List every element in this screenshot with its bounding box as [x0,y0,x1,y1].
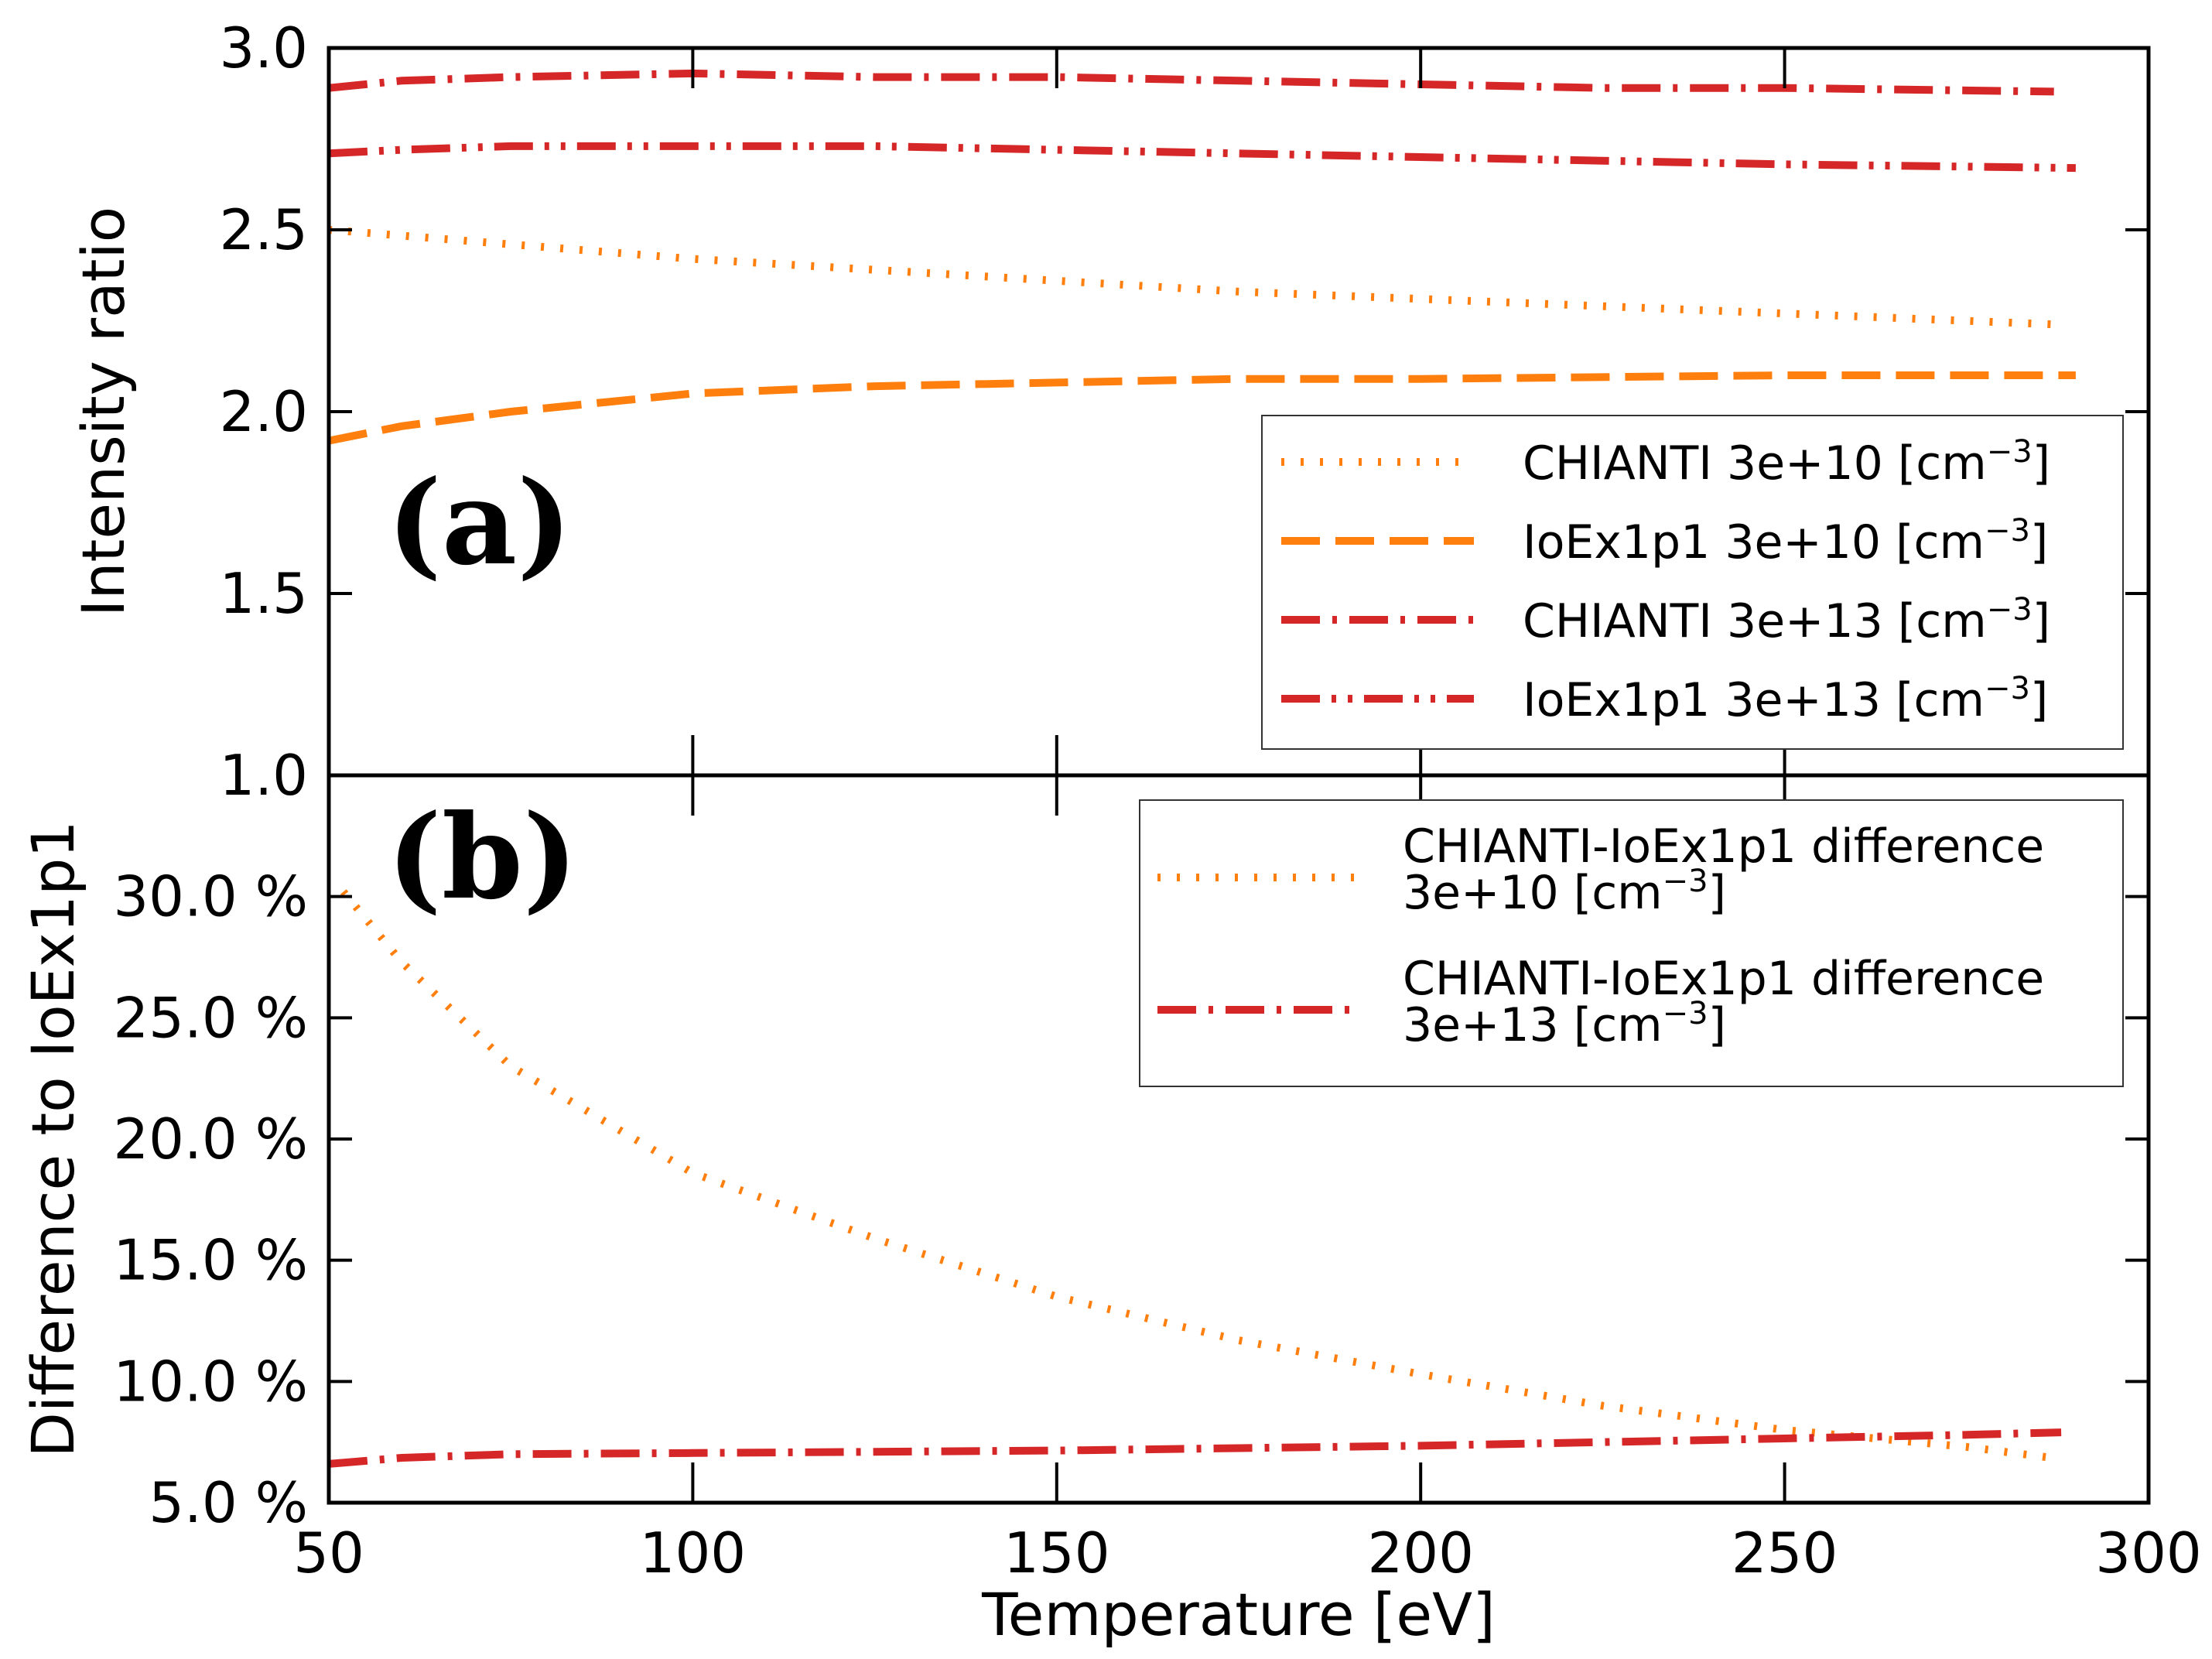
x-tick-label: 150 [1003,1520,1109,1585]
panel-a: 1.0 1.5 2.0 2.5 3.0 Intensity ratio (a) CHIA… [69,15,2151,808]
panel-b-y-tick-label: 20.0 % [113,1107,308,1172]
panel-b-y-tick-label: 25.0 % [113,985,308,1050]
panel-a-y-tick-label: 3.0 [219,15,308,80]
panel-a-ticks: 1.0 1.5 2.0 2.5 3.0 [219,15,2150,808]
panel-b-y-tick-label: 30.0 % [113,864,308,929]
panel-a-series [328,69,2076,445]
panel-b-series-line-2 [328,1428,2062,1468]
x-tick-label: 250 [1732,1520,1838,1585]
panel-b-y-tick-label: 10.0 % [113,1349,308,1414]
panel-b-y-tick-label: 15.0 % [113,1228,308,1293]
panel-a-label: (a) [387,455,572,591]
x-tick-label: 100 [640,1520,746,1585]
panel-b-legend-label-line2-1: 3e+10 [cm−3] [1403,864,1726,920]
panel-a-y-tick-label: 2.0 [219,379,308,444]
panel-a-legend-label-1: CHIANTI 3e+10 [cm−3] [1523,434,2050,491]
panel-b-legend-label-line2-2: 3e+13 [cm−3] [1403,996,1726,1052]
panel-a-y-tick-label: 1.0 [219,743,308,808]
panel-a-series-line-1 [328,226,2054,329]
x-tick-label: 200 [1367,1520,1473,1585]
x-tick-label: 300 [2095,1520,2201,1585]
panel-b: 5.0 % 10.0 % 15.0 % 20.0 % 25.0 % 30.0 % Diff… [19,773,2151,1535]
panel-b-series [328,889,2062,1468]
panel-b-legend: CHIANTI-IoEx1p1 difference 3e+10 [cm−3]C… [1139,799,2124,1087]
x-axis-tick-labels: 50 100 150 200 250 300 [293,1520,2202,1585]
panel-a-legend-box [1261,415,2124,750]
panel-b-legend-label-line1-2: CHIANTI-IoEx1p1 difference [1403,952,2044,1006]
panel-a-y-tick-label: 2.5 [219,197,308,262]
panel-b-series-line-1 [340,889,2062,1463]
panel-a-y-tick-label: 1.5 [219,561,308,626]
panel-b-ticks: 5.0 % 10.0 % 15.0 % 20.0 % 25.0 % 30.0 % [113,775,2150,1535]
panel-a-legend: CHIANTI 3e+10 [cm−3] IoEx1p1 3e+10 [cm−3]… [1261,415,2124,750]
x-axis-label: Temperature [eV] [981,1580,1496,1649]
panel-b-label: (b) [387,789,578,925]
panel-b-legend-box [1139,799,2124,1087]
panel-a-series-line-4 [328,142,2076,173]
panel-b-y-tick-label: 5.0 % [149,1470,308,1535]
panel-a-legend-label-3: CHIANTI 3e+13 [cm−3] [1523,592,2050,648]
x-tick-label: 50 [293,1520,364,1585]
panel-a-legend-label-2: IoEx1p1 3e+10 [cm−3] [1523,513,2048,570]
panel-a-legend-label-4: IoEx1p1 3e+13 [cm−3] [1523,671,2048,727]
panel-a-y-axis-label: Intensity ratio [69,207,138,617]
panel-b-y-axis-label: Difference to IoEx1p1 [19,820,87,1457]
panel-a-series-line-2 [328,371,2076,445]
panel-a-series-line-3 [328,69,2054,96]
panel-b-legend-label-line1-1: CHIANTI-IoEx1p1 difference [1403,819,2044,874]
